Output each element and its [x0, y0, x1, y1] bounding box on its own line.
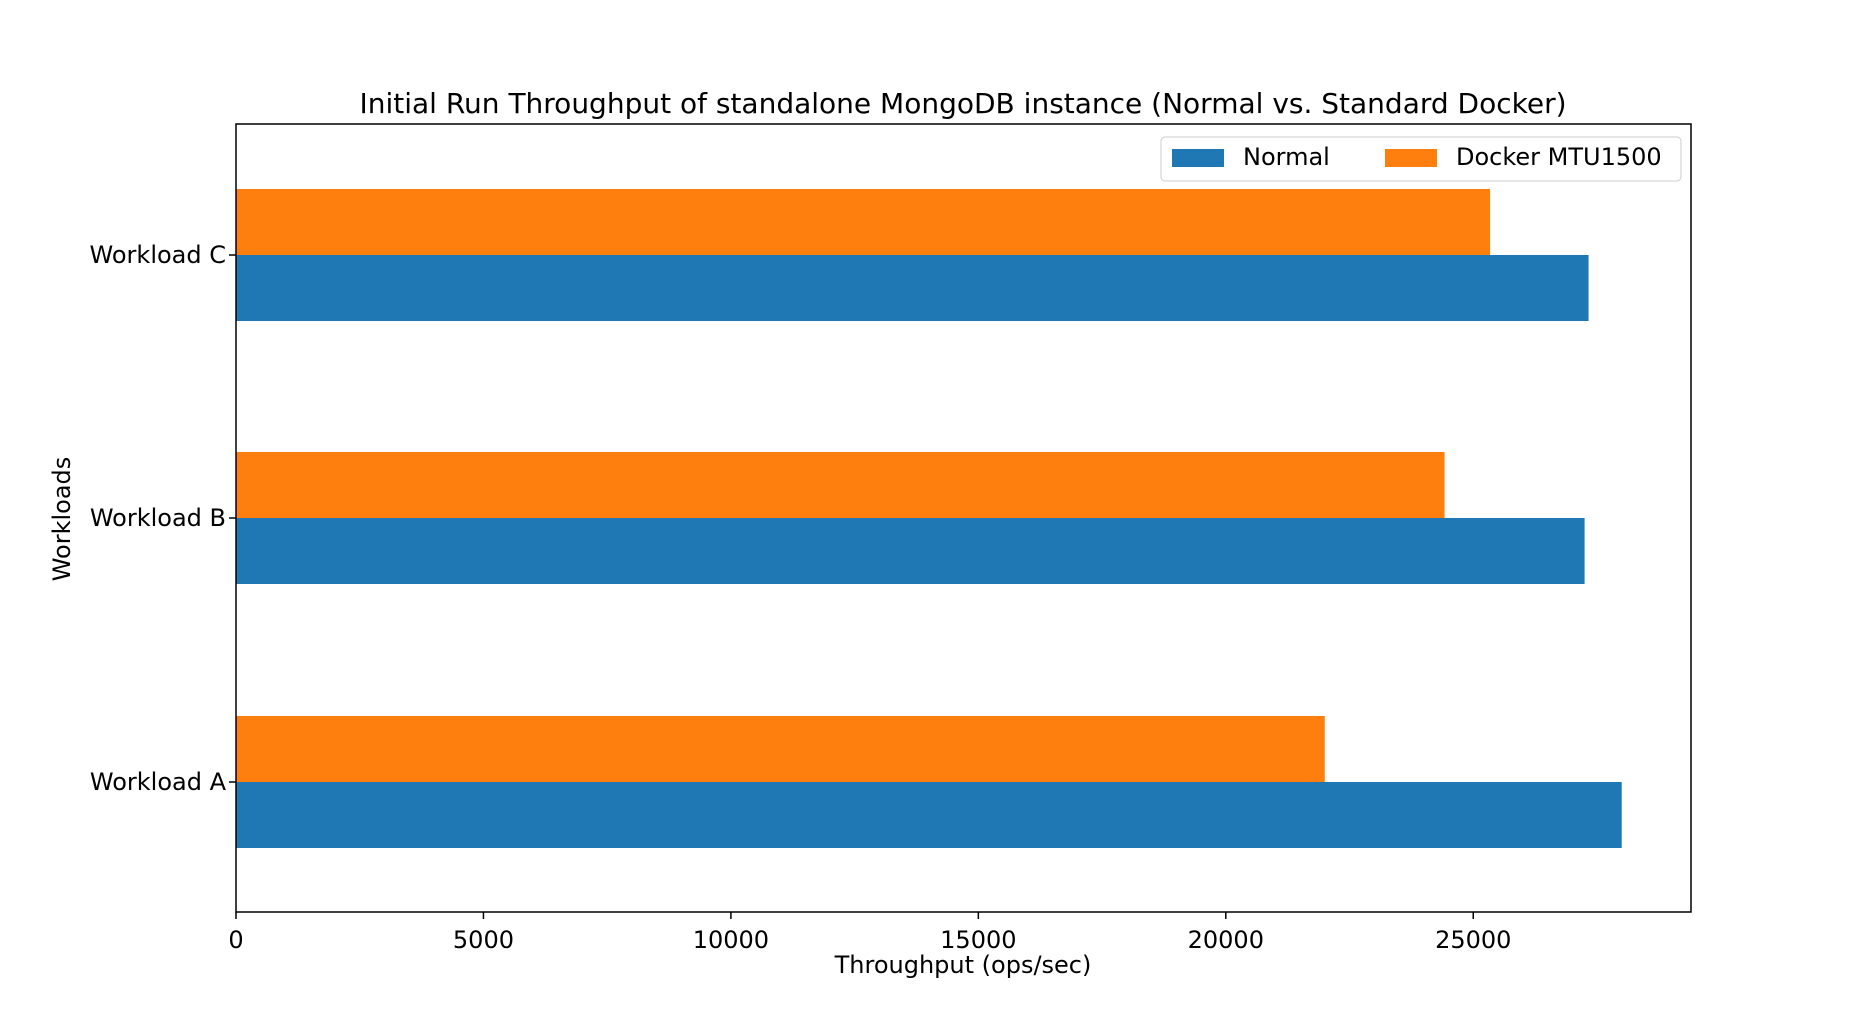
x-tick-label: 15000	[940, 926, 1016, 954]
y-axis: Workload A Workload B Workload C	[90, 241, 236, 796]
plot-frame	[235, 123, 1692, 913]
chart-title: Initial Run Throughput of standalone Mon…	[359, 87, 1566, 120]
bars-layer	[236, 189, 1622, 848]
bar-docker-mtu1500-workload-c	[236, 189, 1491, 255]
bar-normal-workload-c	[236, 255, 1589, 321]
x-tick-label: 10000	[693, 926, 769, 954]
legend-swatch-docker-mtu1500	[1385, 149, 1437, 167]
x-tick-label: 5000	[453, 926, 514, 954]
y-tick-label: Workload A	[90, 768, 227, 796]
legend: Normal Docker MTU1500	[1160, 136, 1682, 182]
x-axis-label: Throughput (ops/sec)	[834, 951, 1092, 979]
y-tick-label: Workload C	[90, 241, 226, 269]
x-axis: 0 5000 10000 15000 20000 25000	[228, 912, 1511, 954]
bar-normal-workload-a	[236, 782, 1622, 848]
x-tick-label: 25000	[1435, 926, 1511, 954]
legend-label-normal: Normal	[1243, 143, 1330, 171]
bar-docker-mtu1500-workload-a	[236, 716, 1325, 782]
y-tick-label: Workload B	[90, 504, 226, 532]
legend-swatch-normal	[1172, 149, 1224, 167]
y-axis-label: Workloads	[48, 457, 76, 582]
bar-docker-mtu1500-workload-b	[236, 452, 1445, 518]
legend-label-docker-mtu1500: Docker MTU1500	[1456, 143, 1662, 171]
x-tick-label: 20000	[1188, 926, 1264, 954]
x-tick-label: 0	[228, 926, 243, 954]
bar-normal-workload-b	[236, 518, 1585, 584]
